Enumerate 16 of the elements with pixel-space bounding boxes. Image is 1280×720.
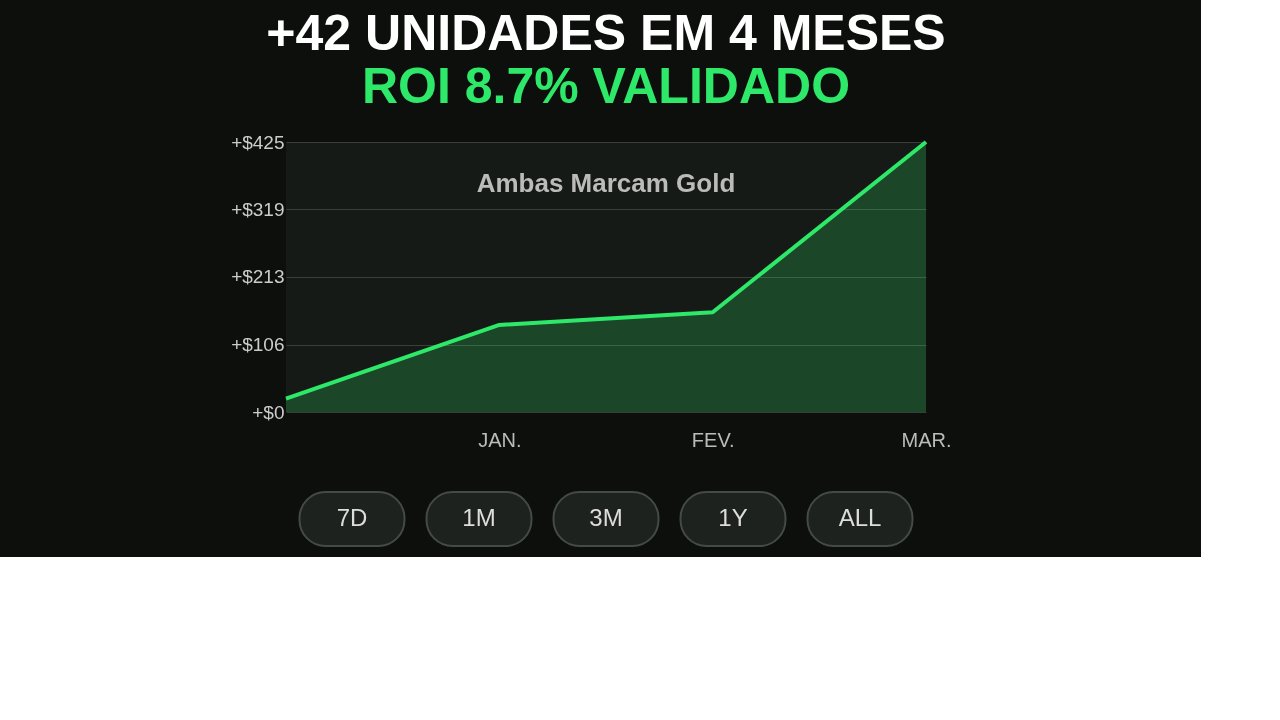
x-tick-label: JAN. <box>478 428 522 451</box>
x-tick-label: FEV. <box>691 428 735 451</box>
y-tick-label: +$106 <box>231 334 285 356</box>
y-tick-label: +$425 <box>231 131 285 153</box>
y-tick-label: +$0 <box>252 401 285 423</box>
x-tick-label: MAR. <box>901 428 952 451</box>
text: 1M <box>462 504 496 531</box>
y-tick-label: +$213 <box>231 266 285 288</box>
chart-subtitle: ROI 8.7% VALIDADO <box>361 58 851 114</box>
text: 7D <box>336 504 368 531</box>
annotation: Ambas Marcam Gold <box>476 168 736 198</box>
text: ALL <box>838 504 882 531</box>
text: 1Y <box>718 504 748 531</box>
chart-title: +42 UNIDADES EM 4 MESES <box>266 5 946 61</box>
y-tick-label: +$319 <box>231 198 285 220</box>
text: 3M <box>589 504 623 531</box>
